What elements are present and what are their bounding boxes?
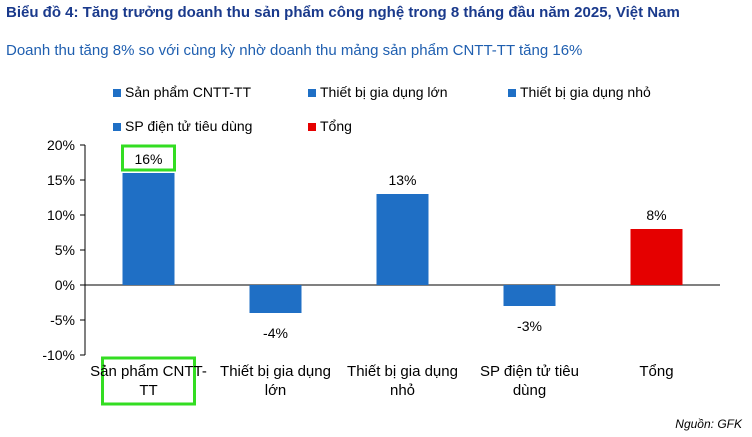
legend-swatch <box>308 89 316 97</box>
value-label: 13% <box>388 172 416 188</box>
value-label: 16% <box>134 151 162 167</box>
legend-label: SP điện tử tiêu dùng <box>125 118 253 134</box>
legend-label: Tổng <box>320 118 352 134</box>
value-label: -3% <box>517 318 542 334</box>
y-tick-label: 10% <box>47 207 75 223</box>
y-tick-label: 5% <box>55 242 75 258</box>
bar <box>376 194 429 285</box>
bar <box>503 285 556 306</box>
legend-swatch <box>508 89 516 97</box>
legend-label: Thiết bị gia dụng lớn <box>320 84 448 100</box>
legend-swatch <box>113 123 121 131</box>
source: Nguồn: GFK <box>675 417 742 431</box>
chart-subtitle: Doanh thu tăng 8% so với cùng kỳ nhờ doa… <box>6 42 583 59</box>
legend-label: Sản phẩm CNTT-TT <box>125 84 252 100</box>
x-tick-label: Sản phẩm CNTT-TT <box>90 363 207 399</box>
y-tick-label: -10% <box>42 347 75 363</box>
legend-swatch <box>113 89 121 97</box>
y-tick-label: -5% <box>50 312 75 328</box>
highlight-box <box>101 356 196 406</box>
chart-title: Biểu đồ 4: Tăng trưởng doanh thu sản phẩ… <box>6 4 680 21</box>
value-label: -4% <box>263 325 288 341</box>
y-tick-label: 20% <box>47 137 75 153</box>
bar <box>249 285 302 313</box>
legend-label: Thiết bị gia dụng nhỏ <box>520 84 651 100</box>
x-tick-label: Thiết bị gia dụng nhỏ <box>347 363 458 399</box>
x-tick-label: SP điện tử tiêu dùng <box>480 363 579 399</box>
x-tick-label: Thiết bị gia dụng lớn <box>220 363 331 399</box>
highlight-box <box>121 144 176 172</box>
bar <box>122 173 175 285</box>
y-tick-label: 0% <box>55 277 75 293</box>
legend-swatch <box>308 123 316 131</box>
value-label: 8% <box>646 207 666 223</box>
bar <box>630 229 683 285</box>
x-tick-label: Tổng <box>639 363 674 380</box>
y-tick-label: 15% <box>47 172 75 188</box>
